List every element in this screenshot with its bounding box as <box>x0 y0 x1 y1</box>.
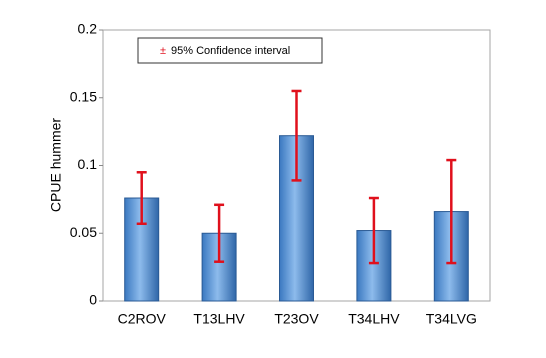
error-bar <box>446 158 457 265</box>
legend-symbol: ± <box>160 45 166 57</box>
x-tick-label: C2ROV <box>118 311 167 327</box>
y-tick-label: 0.15 <box>70 88 97 104</box>
error-bar <box>136 171 147 226</box>
error-bar <box>291 89 302 182</box>
y-axis-label: CPUE hummer <box>48 118 64 212</box>
y-tick-label: 0.2 <box>78 21 98 37</box>
y-tick-label: 0 <box>89 292 97 308</box>
legend-box <box>137 37 323 64</box>
legend-label: 95% Confidence interval <box>171 45 290 57</box>
y-tick-label: 0.1 <box>78 156 98 172</box>
x-tick-label: T34LVG <box>426 311 477 327</box>
x-tick-label: T13LHV <box>193 311 245 327</box>
y-tick-label: 0.05 <box>70 224 97 240</box>
error-bar <box>214 203 225 263</box>
error-bar <box>368 196 379 265</box>
x-tick-label: T23OV <box>274 311 319 327</box>
x-tick-label: T34LHV <box>348 311 400 327</box>
